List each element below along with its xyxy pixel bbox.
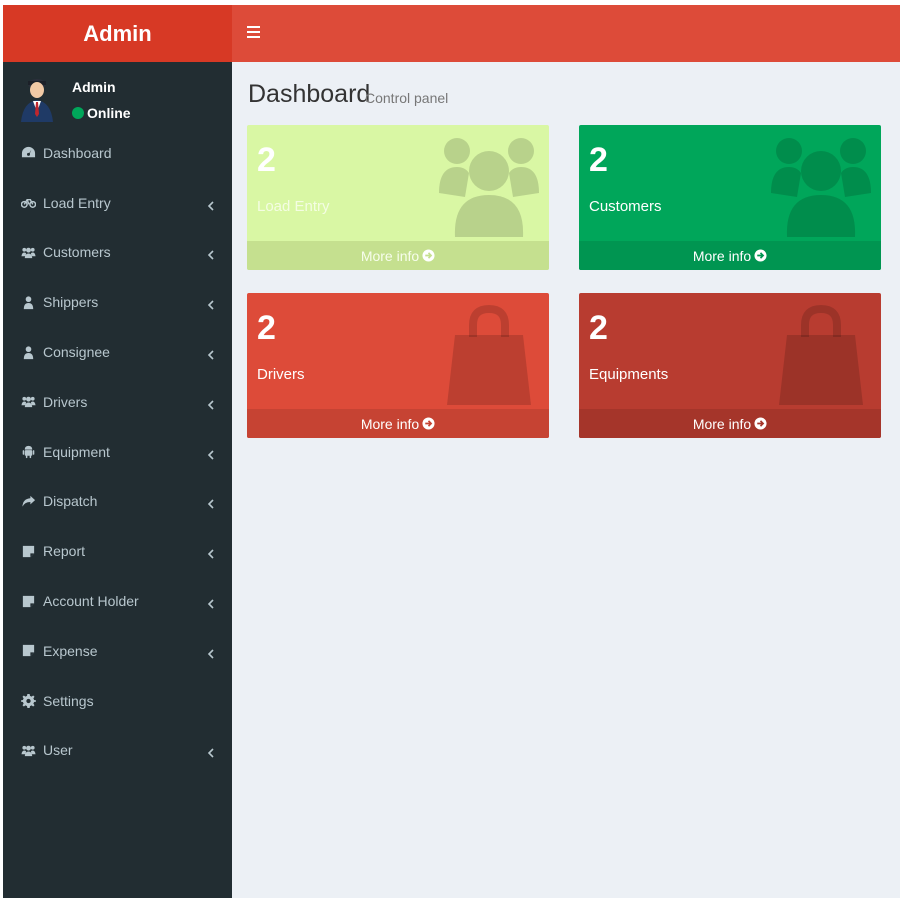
- share-icon: [20, 493, 36, 509]
- sidebar-item-label: Settings: [43, 692, 94, 709]
- more-info-label: More info: [360, 247, 420, 264]
- user-status-label: Online: [87, 105, 131, 121]
- stat-label: Load Entry: [257, 198, 330, 215]
- sidebar-item-equipment[interactable]: Equipment: [3, 427, 232, 477]
- stat-count: 2: [257, 141, 276, 179]
- sidebar-item-label: Account Holder: [43, 593, 139, 610]
- sidebar-menu: Dashboard Load Entry Customers: [3, 128, 232, 775]
- stat-box-customers: 2 Customers More info: [579, 125, 881, 270]
- more-info-link[interactable]: More info: [579, 409, 881, 438]
- stat-count: 2: [257, 309, 276, 347]
- chevron-left-icon: [207, 596, 215, 609]
- arrow-circle-right-icon: [754, 249, 767, 262]
- sidebar-item-label: Shippers: [43, 294, 99, 311]
- sidebar-item-label: Expense: [43, 642, 98, 659]
- stat-box-load-entry: 2 Load Entry More info: [247, 125, 549, 270]
- sidebar-item-label: Report: [43, 543, 86, 560]
- users-icon: [771, 138, 871, 237]
- stat-box-equipments: 2 Equipments More info: [579, 293, 881, 438]
- sidebar-item-user[interactable]: User: [3, 726, 232, 776]
- online-status-icon: [72, 107, 84, 119]
- chevron-left-icon: [207, 347, 215, 360]
- chevron-left-icon: [207, 297, 215, 310]
- sidebar-item-settings[interactable]: Settings: [3, 676, 232, 726]
- sidebar-item-dashboard[interactable]: Dashboard: [3, 128, 232, 178]
- user-icon: [20, 344, 36, 360]
- sidebar-item-load-entry[interactable]: Load Entry: [3, 178, 232, 228]
- sidebar-item-label: Consignee: [43, 344, 110, 361]
- sidebar-item-label: Load Entry: [43, 194, 111, 211]
- sidebar-item-label: Customers: [43, 244, 111, 261]
- sidebar-item-label: Equipment: [43, 443, 110, 460]
- chevron-left-icon: [207, 397, 215, 410]
- sidebar-item-shippers[interactable]: Shippers: [3, 277, 232, 327]
- user-panel: Admin Online: [3, 62, 232, 128]
- user-icon: [20, 294, 36, 310]
- gear-icon: [20, 693, 36, 709]
- stat-label: Equipments: [589, 366, 669, 383]
- more-info-label: More info: [360, 415, 420, 432]
- sidebar-item-label: Dispatch: [43, 493, 98, 510]
- sidebar-item-label: Dashboard: [43, 144, 112, 161]
- sidebar-item-label: Drivers: [43, 393, 88, 410]
- shopping-bag-icon: [779, 304, 863, 405]
- sidebar: Admin Admin Online Dashboard: [3, 5, 232, 898]
- android-icon: [20, 444, 36, 460]
- more-info-link[interactable]: More info: [579, 241, 881, 270]
- arrow-circle-right-icon: [422, 417, 435, 430]
- arrow-circle-right-icon: [422, 249, 435, 262]
- stat-label: Customers: [589, 198, 662, 215]
- top-navbar: [232, 5, 900, 62]
- avatar: [21, 79, 53, 122]
- brand-logo[interactable]: Admin: [3, 5, 232, 62]
- sidebar-item-drivers[interactable]: Drivers: [3, 377, 232, 427]
- bicycle-icon: [20, 195, 36, 211]
- users-icon: [439, 138, 539, 237]
- more-info-label: More info: [692, 247, 752, 264]
- stat-count: 2: [589, 141, 608, 179]
- chevron-left-icon: [207, 646, 215, 659]
- users-icon: [20, 244, 36, 260]
- main-content: Dashboard Control panel 2 Load Entry Mor…: [232, 62, 900, 898]
- chevron-left-icon: [207, 198, 215, 211]
- more-info-link[interactable]: More info: [247, 409, 549, 438]
- user-status: Online: [72, 105, 131, 121]
- stat-box-drivers: 2 Drivers More info: [247, 293, 549, 438]
- shopping-bag-icon: [447, 304, 531, 405]
- dashboard-icon: [20, 145, 36, 161]
- sidebar-item-expense[interactable]: Expense: [3, 626, 232, 676]
- chevron-left-icon: [207, 745, 215, 759]
- app: Admin Admin Online Dashboard: [3, 5, 900, 898]
- chevron-left-icon: [207, 546, 215, 559]
- page-subtitle: Control panel: [365, 90, 449, 106]
- note-icon: [20, 643, 36, 659]
- sidebar-item-account-holder[interactable]: Account Holder: [3, 576, 232, 626]
- sidebar-item-label: User: [43, 742, 73, 759]
- hamburger-menu-icon[interactable]: [247, 26, 260, 38]
- users-icon: [20, 742, 36, 758]
- chevron-left-icon: [207, 496, 215, 510]
- chevron-left-icon: [207, 447, 215, 460]
- sidebar-item-report[interactable]: Report: [3, 526, 232, 576]
- users-icon: [20, 394, 36, 410]
- sidebar-item-customers[interactable]: Customers: [3, 228, 232, 278]
- sidebar-item-consignee[interactable]: Consignee: [3, 327, 232, 377]
- arrow-circle-right-icon: [754, 417, 767, 430]
- user-name: Admin: [72, 79, 116, 95]
- stat-label: Drivers: [257, 366, 305, 383]
- stat-count: 2: [589, 309, 608, 347]
- more-info-label: More info: [692, 415, 752, 432]
- sidebar-item-dispatch[interactable]: Dispatch: [3, 477, 232, 527]
- chevron-left-icon: [207, 247, 215, 261]
- note-icon: [20, 593, 36, 609]
- note-icon: [20, 543, 36, 559]
- more-info-link[interactable]: More info: [247, 241, 549, 270]
- page-title: Dashboard: [248, 80, 371, 108]
